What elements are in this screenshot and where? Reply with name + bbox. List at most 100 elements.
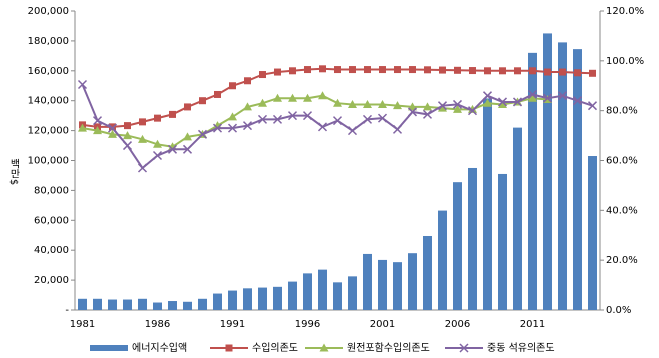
y-tick-label: 180,000 [28,36,69,47]
marker [259,71,266,79]
marker [544,68,551,76]
bar [213,293,222,310]
bar [378,259,387,310]
marker [467,106,478,116]
marker [423,102,432,111]
y2-tick-label: 20.0% [606,255,638,266]
marker [289,67,296,75]
y2-tick-label: 60.0% [606,156,638,167]
marker [152,150,163,161]
y-tick-label: 80,000 [34,185,69,196]
marker [393,101,402,110]
marker [484,67,491,75]
marker [228,112,237,121]
marker [333,98,342,107]
marker [378,99,387,108]
y2-tick-label: 80.0% [606,106,638,117]
marker [274,68,281,76]
bar [558,42,567,311]
marker [318,91,327,100]
marker [137,163,148,173]
marker [212,123,223,133]
marker [122,141,133,151]
marker [108,129,117,138]
legend-label: 중동 석유의존도 [487,342,555,354]
y-tick-label: 40,000 [34,245,69,256]
bar [108,299,117,310]
marker [468,104,477,113]
marker [557,91,568,101]
marker [348,99,357,108]
marker [514,67,521,75]
marker [559,68,566,76]
marker [183,132,192,141]
marker [319,343,329,352]
marker [574,69,581,77]
bar [543,33,552,311]
bar [273,286,282,310]
marker [394,66,401,74]
bar [93,298,102,310]
y-tick-label: 160,000 [28,66,69,77]
y-tick-label: 20,000 [34,275,69,286]
bar [408,253,417,310]
marker [77,79,88,90]
y-tick-label: 200,000 [28,6,69,17]
legend-label: 수입의존도 [252,341,298,354]
marker [527,89,538,100]
marker [93,126,102,135]
x-tick-label: 1986 [145,319,170,330]
bar [318,269,327,310]
marker [452,99,463,109]
x-tick-label: 1981 [70,319,95,330]
marker [242,121,253,131]
marker [197,129,208,139]
bar [588,156,597,310]
marker [512,97,523,107]
marker [124,122,131,130]
marker [499,67,506,75]
marker [542,93,553,103]
marker [332,116,343,126]
bar [288,281,297,310]
bar [498,173,507,310]
marker [453,104,462,113]
marker [92,116,103,126]
marker [454,66,461,74]
bar [198,298,207,310]
x-tick-label: 1996 [295,319,320,330]
marker [199,97,206,105]
marker [153,139,162,148]
bar [423,235,432,310]
marker [437,101,448,111]
x-tick-label: 2006 [445,319,470,330]
marker [422,109,433,119]
marker [424,66,431,74]
marker [528,93,537,102]
bar [333,282,342,310]
marker [407,107,418,117]
y-tick-label: 60,000 [34,215,69,226]
marker [123,131,132,140]
marker [225,344,233,352]
marker [317,122,328,132]
marker [408,102,417,111]
bar [363,253,372,310]
marker [227,123,238,133]
x-tick-label: 2001 [370,319,395,330]
bar [348,276,357,310]
marker [497,97,508,107]
marker [184,103,191,111]
bar [573,49,582,311]
marker [258,98,267,107]
y-tick-label: 140,000 [28,96,69,107]
bar [228,290,237,310]
marker [459,343,469,353]
marker [347,126,358,136]
marker [243,102,252,111]
marker [379,66,386,74]
bar [153,302,162,310]
marker [304,66,311,74]
bar [303,273,312,310]
marker [288,93,297,102]
